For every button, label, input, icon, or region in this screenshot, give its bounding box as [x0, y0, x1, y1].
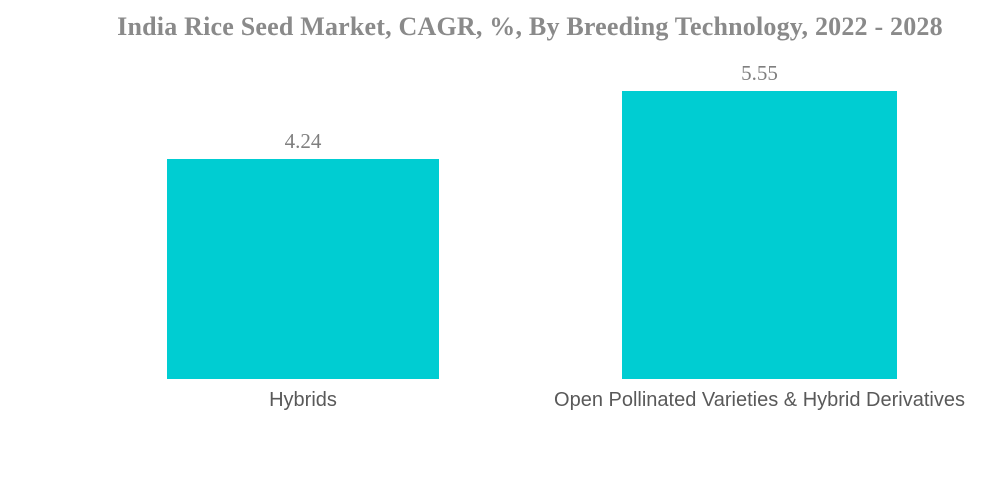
- bar-value-label: 4.24: [284, 128, 322, 153]
- category-label-open-pollinated: Open Pollinated Varieties & Hybrid Deriv…: [554, 389, 965, 411]
- bar-group-hybrids: 4.24 Hybrids: [167, 128, 439, 411]
- bar-value-label: 5.55: [741, 60, 778, 85]
- bar-group-open-pollinated: 5.55 Open Pollinated Varieties & Hybrid …: [554, 60, 965, 411]
- category-label-hybrids: Hybrids: [269, 389, 337, 411]
- chart-title: India Rice Seed Market, CAGR, %, By Bree…: [117, 12, 943, 41]
- bar-open-pollinated: [622, 91, 897, 379]
- bar-hybrids: [167, 159, 439, 379]
